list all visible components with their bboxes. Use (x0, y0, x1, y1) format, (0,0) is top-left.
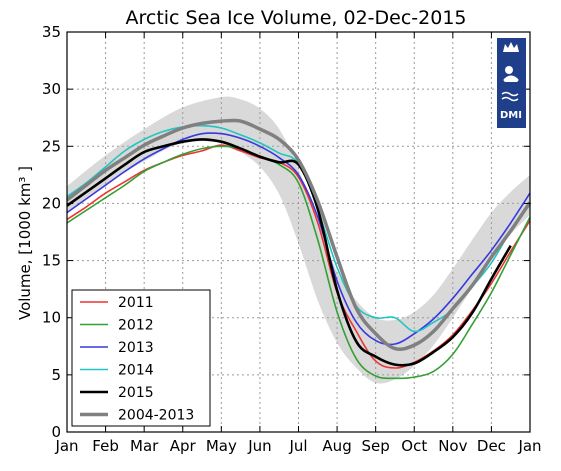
logo-text: DMI (500, 110, 522, 121)
y-tick-label: 25 (42, 137, 61, 155)
y-tick-label: 35 (42, 23, 61, 41)
y-axis-label: Volume, [1000 km³ ] (16, 166, 34, 320)
logo-background (497, 38, 526, 128)
series-line-2011 (66, 144, 531, 369)
x-tick-label: Apr (170, 437, 197, 455)
x-tick-label: Mar (130, 437, 159, 455)
x-tick-label: Oct (401, 437, 427, 455)
series-line-2012 (66, 145, 531, 380)
x-tick-label: Sep (362, 437, 390, 455)
y-tick-label: 30 (42, 80, 61, 98)
legend-label-2014: 2014 (118, 363, 154, 379)
wave-icon (501, 91, 519, 102)
series-line-2013 (66, 132, 531, 346)
x-tick-label: Jan (54, 437, 78, 455)
legend-label-2015: 2015 (118, 385, 154, 401)
y-tick-label: 10 (42, 309, 61, 327)
band-2004-2013 (67, 96, 530, 384)
x-tick-label: Aug (322, 437, 351, 455)
x-tick-label: May (206, 437, 237, 455)
y-tick-label: 15 (42, 252, 61, 270)
legend-label-2012: 2012 (118, 318, 154, 334)
x-tick-label: Jul (288, 437, 307, 455)
sun-icon (505, 66, 513, 74)
series-line-2015 (66, 138, 512, 367)
y-tick-label: 0 (51, 423, 61, 441)
legend-label-2011: 2011 (118, 295, 154, 311)
x-tick-label: Feb (92, 437, 119, 455)
legend-label-2013: 2013 (118, 340, 154, 356)
legend-label-2004-2013: 2004-2013 (118, 408, 194, 424)
x-tick-label: Jan (517, 437, 541, 455)
x-tick-label: Jun (247, 437, 271, 455)
plot-area: 0 5 10 15 20 25 30 35 Jan Feb Mar Apr May Jun Jul Aug Se… (42, 23, 542, 455)
x-tick-label: Dec (477, 437, 506, 455)
legend-box (71, 289, 211, 427)
crown-icon (503, 42, 519, 52)
series-line-2004-2013 (65, 118, 532, 352)
chart-title: Arctic Sea Ice Volume, 02-Dec-2015 (125, 7, 466, 29)
cloud-icon (503, 75, 519, 82)
y-tick-label: 5 (51, 366, 61, 384)
x-tick-label: Nov (438, 437, 467, 455)
y-tick-label: 20 (42, 194, 61, 212)
dmi-logo: DMI (497, 38, 526, 128)
